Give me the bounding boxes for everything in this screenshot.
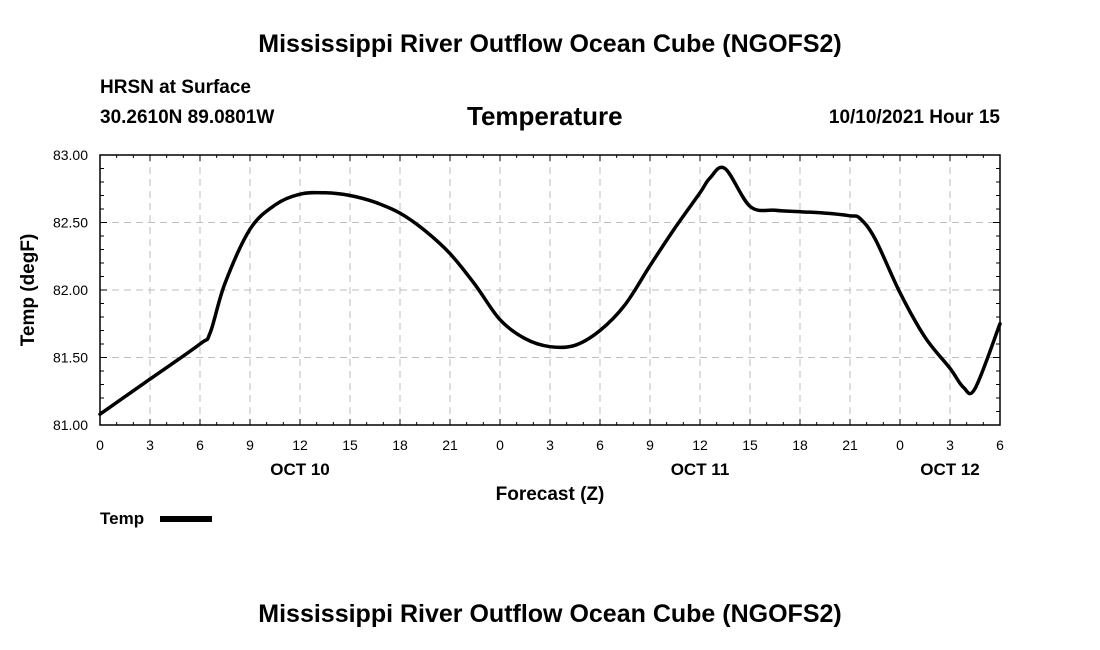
y-tick-label: 82.00 (53, 282, 88, 298)
x-tick-label: 18 (392, 437, 408, 453)
x-tick-label: 3 (946, 437, 954, 453)
x-tick-label: 0 (96, 437, 104, 453)
x-tick-label: 18 (792, 437, 808, 453)
x-tick-label: 21 (842, 437, 858, 453)
legend-line-swatch (160, 516, 212, 522)
x-tick-label: 15 (342, 437, 358, 453)
y-tick-label: 82.50 (53, 215, 88, 231)
legend-label: Temp (100, 509, 145, 528)
x-tick-label: 15 (742, 437, 758, 453)
x-tick-label: 6 (196, 437, 204, 453)
chart-title-top: Mississippi River Outflow Ocean Cube (NG… (258, 30, 842, 58)
y-tick-label: 81.00 (53, 417, 88, 433)
series-line-temp (98, 165, 1002, 416)
x-date-label: OCT 10 (270, 460, 330, 479)
x-tick-label: 0 (896, 437, 904, 453)
y-axis-label: Temp (degF) (18, 234, 39, 347)
x-tick-label: 3 (546, 437, 554, 453)
x-tick-label: 9 (646, 437, 654, 453)
x-axis-label: Forecast (Z) (496, 484, 605, 505)
chart-title-bottom: Mississippi River Outflow Ocean Cube (NG… (258, 600, 842, 628)
y-tick-label: 83.00 (53, 147, 88, 163)
x-tick-label: 3 (146, 437, 154, 453)
x-tick-label: 12 (292, 437, 308, 453)
x-date-label: OCT 11 (671, 460, 730, 479)
y-tick-label: 81.50 (53, 350, 88, 366)
x-date-label: OCT 12 (920, 460, 980, 479)
station-coordinates: 30.2610N 89.0801W (100, 107, 275, 128)
plot-title: Temperature (467, 101, 623, 131)
x-tick-label: 21 (442, 437, 458, 453)
forecast-date: 10/10/2021 Hour 15 (828, 107, 1000, 128)
x-tick-label: 12 (692, 437, 708, 453)
x-tick-label: 9 (246, 437, 254, 453)
x-tick-label: 6 (596, 437, 604, 453)
x-tick-label: 0 (496, 437, 504, 453)
station-name: HRSN at Surface (100, 77, 251, 98)
x-tick-label: 6 (996, 437, 1004, 453)
